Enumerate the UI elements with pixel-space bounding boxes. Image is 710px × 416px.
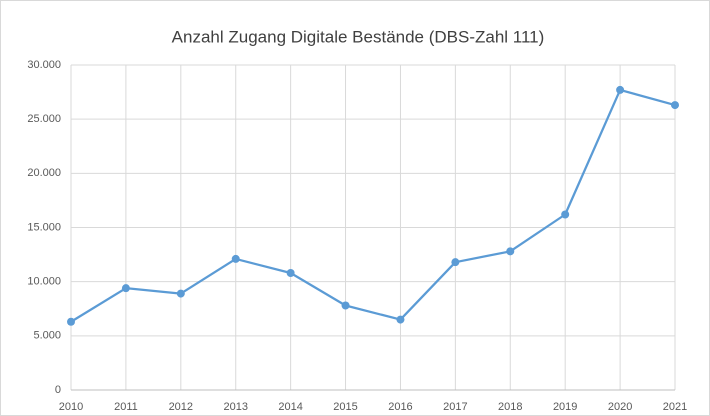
series-line [70,88,676,323]
chart-title: Anzahl Zugang Digitale Bestände (DBS-Zah… [172,27,545,46]
x-tick-label: 2018 [498,401,522,413]
x-tick-label: 2021 [663,401,687,413]
y-tick-label: 0 [55,384,61,396]
data-point [121,284,130,293]
y-tick-label: 25.000 [27,113,61,125]
x-tick-label: 2015 [333,401,357,413]
y-tick-label: 5.000 [33,330,61,342]
x-tick-label: 2014 [278,401,302,413]
data-point [451,258,460,267]
data-point [506,247,515,256]
data-point [341,301,350,310]
y-tick-label: 30.000 [27,59,61,71]
y-tick-label: 10.000 [27,276,61,288]
x-tick-label: 2012 [169,401,193,413]
x-tick-label: 2020 [608,401,632,413]
data-point [616,85,625,94]
x-tick-label: 2011 [114,401,138,413]
data-point [231,254,240,263]
data-point [671,101,679,110]
data-point [67,317,75,326]
y-tick-label: 20.000 [27,167,61,179]
data-point [396,315,405,324]
x-tick-label: 2017 [443,401,467,413]
x-tick-label: 2016 [388,401,412,413]
y-tick-label: 15.000 [27,221,61,233]
x-tick-label: 2013 [223,401,247,413]
x-tick-label: 2019 [553,401,577,413]
data-point [176,289,185,298]
data-point [286,269,295,277]
data-point [561,210,570,219]
x-tick-label: 2010 [59,401,83,413]
